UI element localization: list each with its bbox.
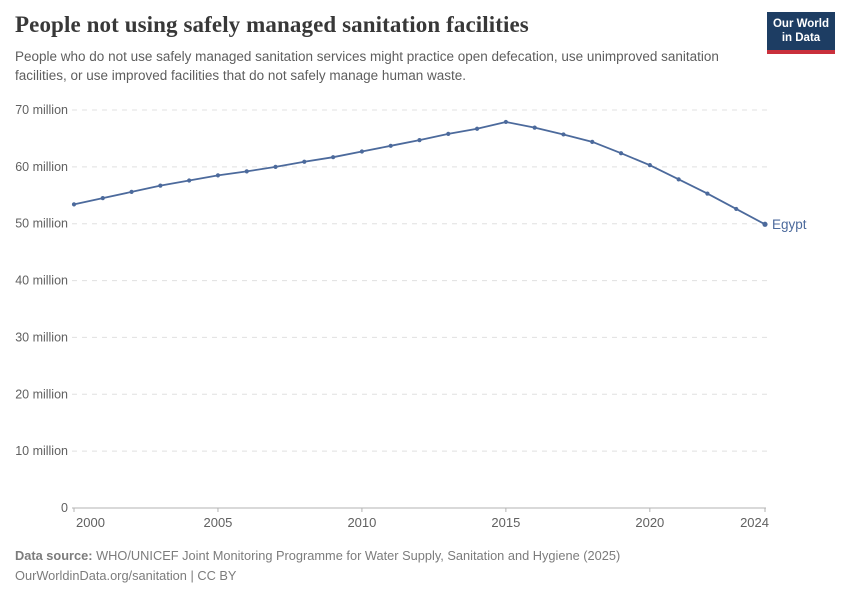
owid-logo[interactable]: Our World in Data — [767, 12, 835, 54]
y-tick-label: 20 million — [15, 387, 68, 401]
data-point[interactable] — [359, 149, 365, 154]
owid-logo-line2: in Data — [781, 32, 821, 45]
x-tick-label: 2005 — [203, 515, 232, 530]
data-point[interactable] — [71, 202, 77, 207]
x-tick-label: 2010 — [347, 515, 376, 530]
data-point[interactable] — [417, 138, 422, 143]
x-tick-label: 2000 — [76, 515, 105, 530]
data-point[interactable] — [244, 169, 249, 174]
x-tick-label: 2024 — [740, 515, 769, 530]
data-point[interactable] — [676, 177, 681, 182]
y-tick-label: 0 — [61, 501, 68, 515]
data-point[interactable] — [158, 183, 163, 188]
data-source-label: Data source: — [15, 548, 93, 563]
data-source-line: Data source: WHO/UNICEF Joint Monitoring… — [15, 546, 835, 566]
y-tick-label: 30 million — [15, 330, 68, 344]
chart-subtitle: People who do not use safely managed san… — [15, 49, 719, 84]
series-end-label[interactable]: Egypt — [772, 217, 807, 232]
data-point[interactable] — [734, 206, 739, 212]
data-point-last[interactable] — [762, 221, 768, 227]
data-point[interactable] — [129, 189, 134, 194]
chart-footer: Data source: WHO/UNICEF Joint Monitoring… — [15, 546, 835, 586]
data-point[interactable] — [187, 178, 192, 183]
chart-header: People not using safely managed sanitati… — [15, 12, 835, 85]
data-point[interactable] — [100, 196, 105, 201]
data-point[interactable] — [388, 143, 393, 148]
license-link[interactable]: OurWorldinData.org/sanitation | CC BY — [15, 567, 237, 583]
data-point[interactable] — [215, 173, 221, 178]
y-axis-labels: 0 10 million 20 million 30 million 40 millio… — [15, 103, 68, 515]
x-axis: 2000 2005 2010 2015 2020 2024 — [72, 507, 769, 530]
data-point[interactable] — [474, 126, 480, 131]
data-point[interactable] — [446, 131, 451, 136]
data-point[interactable] — [503, 119, 508, 125]
data-point[interactable] — [273, 164, 278, 169]
data-point[interactable] — [590, 139, 595, 144]
series-egypt[interactable]: Egypt — [71, 119, 807, 232]
owid-logo-line1: Our World — [772, 18, 829, 30]
y-tick-label: 50 million — [15, 217, 68, 231]
data-point[interactable] — [302, 159, 307, 164]
data-point[interactable] — [647, 163, 652, 168]
x-tick-label: 2020 — [635, 515, 664, 530]
x-tick-label: 2015 — [491, 515, 520, 530]
y-tick-label: 70 million — [15, 103, 68, 117]
data-source-text: WHO/UNICEF Joint Monitoring Programme fo… — [92, 548, 621, 563]
data-point[interactable] — [331, 155, 336, 160]
page-title: People not using safely managed sanitati… — [15, 12, 529, 37]
y-tick-label: 40 million — [15, 274, 68, 288]
y-tick-label: 60 million — [15, 160, 68, 174]
data-point[interactable] — [618, 151, 624, 156]
y-tick-label: 10 million — [15, 444, 68, 458]
series-line[interactable] — [73, 121, 766, 226]
data-point[interactable] — [705, 191, 710, 196]
y-gridlines — [72, 109, 768, 452]
data-point[interactable] — [532, 125, 537, 130]
data-point[interactable] — [561, 132, 566, 137]
